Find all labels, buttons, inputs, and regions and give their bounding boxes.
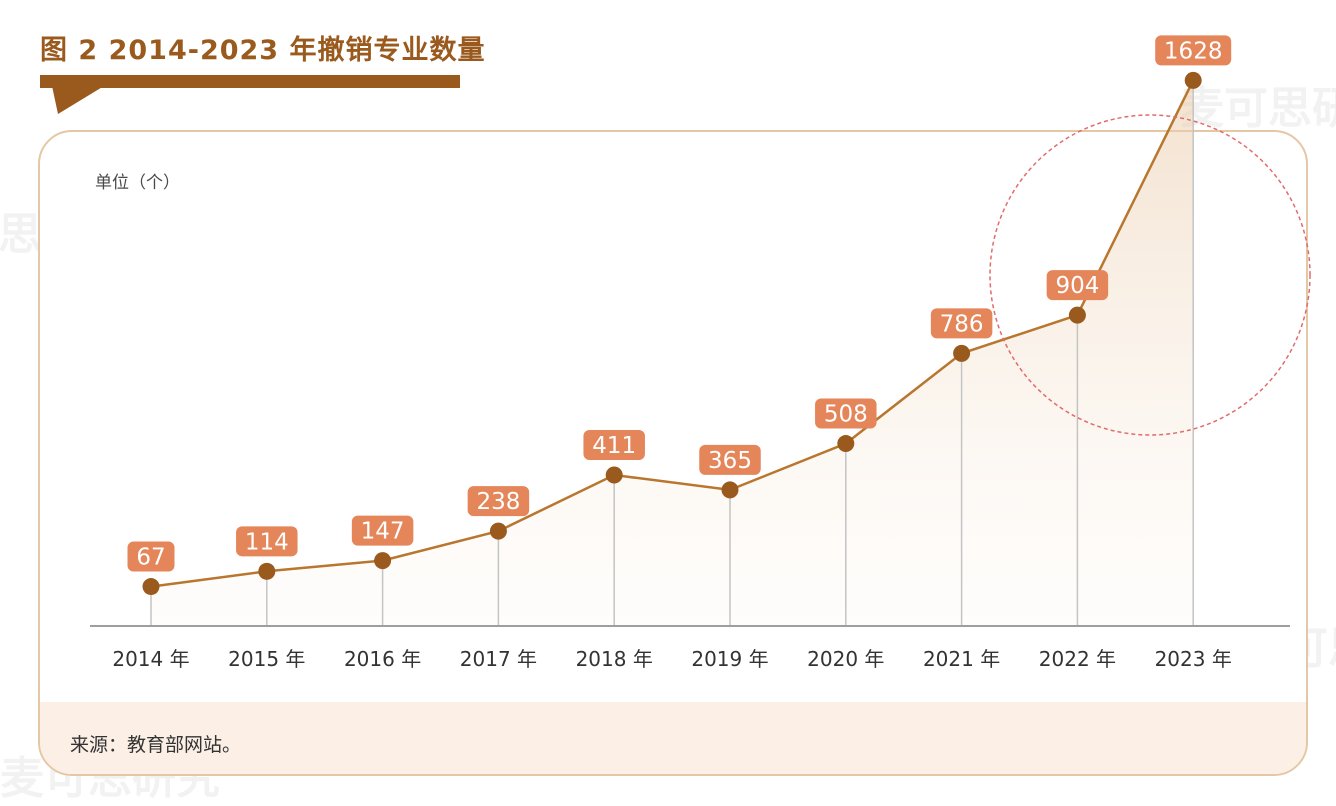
- data-label-8: 904: [1055, 273, 1099, 299]
- source-note: 来源：教育部网站。: [70, 734, 242, 756]
- data-point-5: [721, 481, 739, 499]
- data-label-4: 411: [592, 433, 636, 459]
- data-label-box-9: [1155, 35, 1232, 66]
- data-label-box-8: [1046, 270, 1109, 301]
- x-tick-label-2: 2016 年: [344, 647, 421, 671]
- data-point-8: [1068, 306, 1086, 324]
- data-point-3: [489, 522, 507, 540]
- data-point-1: [258, 562, 276, 580]
- data-label-box-0: [127, 541, 175, 572]
- data-label-box-7: [930, 308, 993, 339]
- data-label-box-3: [467, 486, 530, 517]
- x-tick-label-9: 2023 年: [1155, 647, 1232, 671]
- data-label-box-4: [583, 430, 645, 461]
- area-fill: [151, 80, 1194, 627]
- data-point-2: [374, 552, 392, 570]
- unit-label: 单位（个）: [95, 173, 180, 193]
- data-label-box-6: [815, 398, 877, 429]
- data-point-0: [142, 578, 160, 596]
- title-pointer-shape: [52, 86, 104, 114]
- x-tick-label-7: 2021 年: [923, 647, 1000, 671]
- data-label-box-2: [351, 515, 414, 546]
- x-tick-label-4: 2018 年: [576, 647, 653, 671]
- data-point-6: [837, 435, 855, 453]
- data-point-7: [953, 344, 971, 362]
- data-label-0: 67: [136, 545, 165, 571]
- series-line: [150, 79, 1195, 588]
- title-underline-bar: [40, 75, 460, 88]
- data-label-box-1: [236, 526, 298, 557]
- data-label-box-5: [699, 444, 761, 475]
- x-tick-label-1: 2015 年: [228, 647, 305, 671]
- x-tick-label-5: 2019 年: [691, 647, 768, 671]
- data-label-1: 114: [245, 529, 289, 555]
- data-label-9: 1628: [1164, 38, 1223, 64]
- data-label-7: 786: [940, 311, 984, 337]
- data-label-5: 365: [708, 448, 752, 474]
- x-tick-label-6: 2020 年: [807, 647, 884, 671]
- figure-title: 图 2 2014-2023 年撤销专业数量: [40, 35, 486, 66]
- x-tick-label-8: 2022 年: [1039, 647, 1116, 671]
- data-point-9: [1184, 71, 1202, 89]
- x-tick-label-3: 2017 年: [460, 647, 537, 671]
- data-label-6: 508: [824, 402, 868, 428]
- data-label-3: 238: [476, 489, 520, 515]
- x-tick-label-0: 2014 年: [112, 647, 189, 671]
- highlight-circle: [989, 114, 1311, 436]
- data-label-2: 147: [361, 519, 405, 545]
- source-band: [40, 702, 1306, 774]
- data-point-4: [605, 466, 623, 484]
